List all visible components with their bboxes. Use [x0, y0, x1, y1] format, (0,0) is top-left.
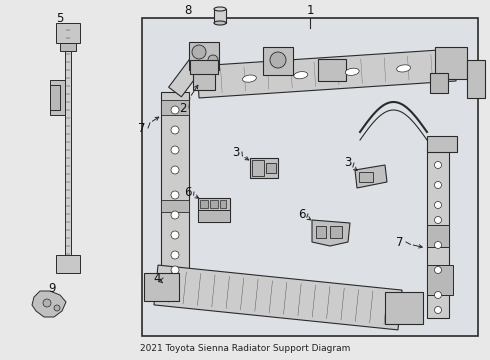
- Text: 7: 7: [138, 122, 146, 135]
- Circle shape: [54, 305, 60, 311]
- Bar: [60, 43, 76, 51]
- Bar: [427, 136, 457, 152]
- Circle shape: [435, 216, 441, 224]
- Bar: [56, 255, 80, 273]
- Ellipse shape: [214, 21, 226, 25]
- Circle shape: [435, 292, 441, 298]
- Polygon shape: [154, 265, 402, 330]
- Circle shape: [192, 45, 206, 59]
- Ellipse shape: [214, 7, 226, 11]
- Bar: [189, 42, 219, 70]
- Bar: [467, 60, 485, 98]
- Circle shape: [435, 162, 441, 168]
- Text: 4: 4: [153, 271, 161, 284]
- Bar: [266, 163, 276, 173]
- Text: 2021 Toyota Sienna Radiator Support Diagram: 2021 Toyota Sienna Radiator Support Diag…: [140, 344, 350, 353]
- Circle shape: [171, 166, 179, 174]
- Bar: [330, 226, 342, 238]
- Text: 3: 3: [232, 145, 240, 158]
- Polygon shape: [312, 220, 350, 246]
- Circle shape: [171, 251, 179, 259]
- Polygon shape: [32, 291, 66, 317]
- Text: 9: 9: [48, 282, 56, 294]
- Text: 7: 7: [396, 235, 404, 248]
- Circle shape: [171, 126, 179, 134]
- Circle shape: [435, 306, 441, 314]
- Text: 6: 6: [298, 207, 306, 220]
- Bar: [198, 198, 230, 222]
- Polygon shape: [169, 47, 211, 97]
- Text: 6: 6: [184, 185, 192, 198]
- Circle shape: [171, 266, 179, 274]
- Circle shape: [171, 211, 179, 219]
- Bar: [161, 200, 189, 212]
- Circle shape: [171, 146, 179, 154]
- Ellipse shape: [396, 65, 411, 72]
- Bar: [50, 85, 60, 110]
- Text: 5: 5: [56, 12, 64, 24]
- Circle shape: [435, 202, 441, 208]
- Bar: [161, 100, 189, 115]
- Bar: [198, 210, 230, 222]
- Bar: [144, 273, 179, 301]
- Bar: [430, 73, 448, 93]
- Text: 8: 8: [184, 4, 192, 17]
- Bar: [385, 292, 423, 324]
- Bar: [316, 226, 326, 238]
- Bar: [427, 225, 449, 247]
- Bar: [190, 60, 218, 74]
- Bar: [56, 23, 80, 43]
- Bar: [161, 270, 189, 288]
- Bar: [250, 158, 278, 178]
- Bar: [193, 68, 215, 90]
- Circle shape: [171, 106, 179, 114]
- Text: 3: 3: [344, 157, 352, 170]
- Ellipse shape: [345, 68, 359, 75]
- Bar: [161, 92, 189, 290]
- Circle shape: [43, 299, 51, 307]
- Bar: [318, 59, 346, 81]
- Bar: [200, 200, 208, 208]
- Polygon shape: [197, 49, 456, 98]
- Polygon shape: [355, 165, 387, 188]
- Bar: [252, 160, 264, 176]
- Ellipse shape: [294, 72, 308, 79]
- Circle shape: [435, 242, 441, 248]
- Circle shape: [208, 55, 218, 65]
- Bar: [65, 25, 71, 260]
- Circle shape: [435, 181, 441, 189]
- Circle shape: [171, 191, 179, 199]
- Circle shape: [171, 281, 179, 289]
- Text: 2: 2: [179, 102, 187, 114]
- Bar: [359, 172, 373, 182]
- Bar: [50, 80, 65, 115]
- Bar: [427, 148, 449, 318]
- Bar: [210, 200, 218, 208]
- Circle shape: [171, 231, 179, 239]
- Ellipse shape: [243, 75, 256, 82]
- Bar: [142, 18, 478, 336]
- Circle shape: [270, 52, 286, 68]
- Circle shape: [435, 266, 441, 274]
- Bar: [427, 265, 453, 295]
- Bar: [220, 200, 226, 208]
- Bar: [263, 47, 293, 75]
- Bar: [435, 47, 467, 79]
- Polygon shape: [194, 52, 216, 77]
- Text: 1: 1: [306, 4, 314, 17]
- Bar: [214, 9, 226, 23]
